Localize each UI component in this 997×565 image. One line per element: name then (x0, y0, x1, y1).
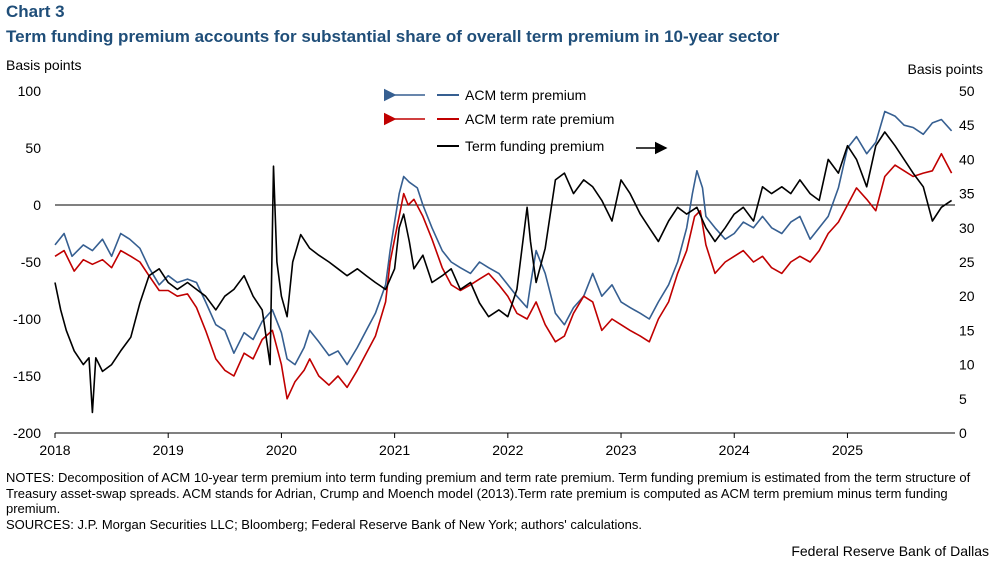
left-tick-label: 0 (33, 197, 41, 213)
right-tick-label: 35 (959, 186, 975, 202)
term-funding-premium-line (54, 131, 953, 414)
left-tick-label: -200 (13, 425, 41, 441)
right-tick-label: 20 (959, 288, 975, 304)
left-tick-label: -50 (21, 254, 41, 270)
acm-term-rate-premium-line (54, 152, 953, 400)
legend-item: ACM term premium (383, 87, 586, 103)
line-chart: 100500-50-100-150-2005045403530252015105… (13, 83, 975, 458)
legend-label: ACM term premium (465, 87, 586, 103)
right-tick-label: 25 (959, 254, 975, 270)
acm-term-premium-line (54, 110, 953, 366)
legend-label: Term funding premium (465, 138, 604, 154)
left-tick-label: -100 (13, 311, 41, 327)
legend-item: ACM term rate premium (383, 111, 614, 127)
left-axis-label: Basis points (6, 57, 82, 73)
right-tick-label: 0 (959, 425, 967, 441)
x-tick-label: 2021 (379, 442, 410, 458)
right-tick-label: 5 (959, 391, 967, 407)
chart-notes: NOTES: Decomposition of ACM 10-year term… (6, 470, 991, 532)
x-tick-label: 2025 (832, 442, 863, 458)
legend-label: ACM term rate premium (465, 111, 614, 127)
chart-number: Chart 3 (6, 2, 65, 21)
right-tick-label: 10 (959, 357, 975, 373)
left-tick-label: -150 (13, 368, 41, 384)
left-tick-label: 50 (25, 140, 41, 156)
x-tick-label: 2019 (153, 442, 184, 458)
legend-item: Term funding premium (437, 138, 668, 155)
x-tick-label: 2020 (266, 442, 297, 458)
x-tick-label: 2018 (39, 442, 70, 458)
left-tick-label: 100 (18, 83, 42, 99)
chart-title: Term funding premium accounts for substa… (6, 27, 780, 46)
notes-text: NOTES: Decomposition of ACM 10-year term… (6, 470, 971, 516)
right-tick-label: 40 (959, 151, 975, 167)
credit-line: Federal Reserve Bank of Dallas (791, 543, 989, 559)
right-tick-label: 30 (959, 220, 975, 236)
sources-text: SOURCES: J.P. Morgan Securities LLC; Blo… (6, 516, 642, 532)
right-tick-label: 45 (959, 117, 975, 133)
x-tick-label: 2023 (605, 442, 636, 458)
right-tick-label: 15 (959, 322, 975, 338)
right-axis-label: Basis points (907, 61, 983, 77)
x-tick-label: 2024 (719, 442, 750, 458)
x-tick-label: 2022 (492, 442, 523, 458)
right-tick-label: 50 (959, 83, 975, 99)
